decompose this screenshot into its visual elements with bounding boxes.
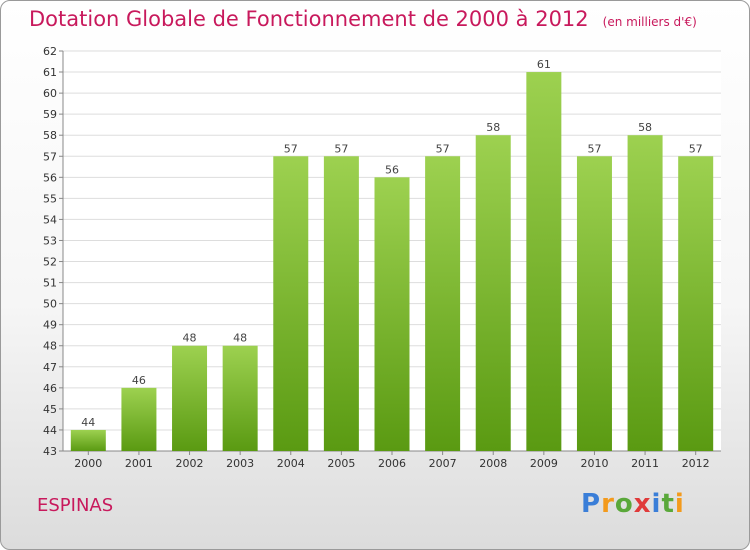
data-labels: 44 46 48 48 57 57 56 57 58 61 57 58 57 (81, 58, 702, 429)
x-tick-label-2007: 2007 (429, 457, 457, 470)
y-tick-label: 55 (43, 192, 57, 205)
x-tick-label-2002: 2002 (176, 457, 204, 470)
logo-letter: i (674, 489, 685, 519)
bar-2006 (374, 177, 410, 451)
x-tick-label-2001: 2001 (125, 457, 153, 470)
x-tick-label-2005: 2005 (327, 457, 355, 470)
y-tick-label: 43 (43, 445, 57, 458)
chart-title: Dotation Globale de Fonctionnement de 20… (29, 7, 697, 31)
x-tick-label-2006: 2006 (378, 457, 406, 470)
x-tick-label-2003: 2003 (226, 457, 254, 470)
x-tick-label-2012: 2012 (682, 457, 710, 470)
logo-letter: r (601, 489, 615, 519)
bar-2002 (172, 345, 208, 451)
bar-2011 (627, 135, 663, 452)
chart-title-text: Dotation Globale de Fonctionnement de 20… (29, 7, 589, 31)
data-label-2010: 57 (587, 142, 601, 155)
logo-letter: t (661, 489, 675, 519)
data-label-2009: 61 (537, 58, 551, 71)
bar-2010 (576, 156, 612, 451)
y-tick-label: 44 (43, 424, 57, 437)
x-tick-label-2010: 2010 (580, 457, 608, 470)
x-tick-label-2008: 2008 (479, 457, 507, 470)
bar-2008 (475, 135, 511, 452)
y-tick-label: 50 (43, 298, 57, 311)
x-tick-label-2000: 2000 (74, 457, 102, 470)
logo-letter: o (614, 489, 634, 519)
y-tick-label: 54 (43, 213, 57, 226)
data-label-2000: 44 (81, 416, 95, 429)
data-label-2008: 58 (486, 121, 500, 134)
y-tick-label: 46 (43, 382, 57, 395)
y-tick-label: 53 (43, 234, 57, 247)
y-tick-label: 49 (43, 319, 57, 332)
bar-2005 (323, 156, 359, 451)
bar-2000 (70, 429, 106, 451)
data-label-2005: 57 (334, 142, 348, 155)
logo-letter: x (633, 489, 652, 519)
y-tick-label: 61 (43, 66, 57, 79)
bars (70, 72, 714, 452)
x-tick-label-2009: 2009 (530, 457, 558, 470)
data-label-2012: 57 (689, 142, 703, 155)
y-tick-label: 60 (43, 87, 57, 100)
y-tick-label: 59 (43, 108, 57, 121)
bar-2007 (425, 156, 461, 451)
proxiti-logo: Proxiti (581, 489, 685, 519)
x-tick-label-2011: 2011 (631, 457, 659, 470)
bar-2001 (121, 387, 157, 451)
data-label-2003: 48 (233, 332, 247, 345)
y-tick-label: 47 (43, 361, 57, 374)
data-label-2006: 56 (385, 163, 399, 176)
y-tick-label: 58 (43, 129, 57, 142)
bar-2009 (526, 72, 562, 451)
bar-2003 (222, 345, 258, 451)
y-tick-label: 57 (43, 150, 57, 163)
place-name: ESPINAS (37, 495, 114, 516)
chart-subtitle: (en milliers d'€) (602, 15, 697, 29)
bar-2012 (678, 156, 714, 451)
logo-letter: i (651, 489, 662, 519)
y-tick-label: 45 (43, 403, 57, 416)
y-tick-label: 51 (43, 277, 57, 290)
data-label-2002: 48 (183, 332, 197, 345)
data-label-2011: 58 (638, 121, 652, 134)
y-tick-label: 48 (43, 340, 57, 353)
logo-letter: P (581, 489, 602, 519)
data-label-2001: 46 (132, 374, 146, 387)
data-label-2007: 57 (436, 142, 450, 155)
y-tick-label: 56 (43, 171, 57, 184)
bar-2004 (273, 156, 309, 451)
data-label-2004: 57 (284, 142, 298, 155)
y-tick-label: 52 (43, 256, 57, 269)
y-tick-label: 62 (43, 45, 57, 58)
x-tick-label-2004: 2004 (277, 457, 305, 470)
